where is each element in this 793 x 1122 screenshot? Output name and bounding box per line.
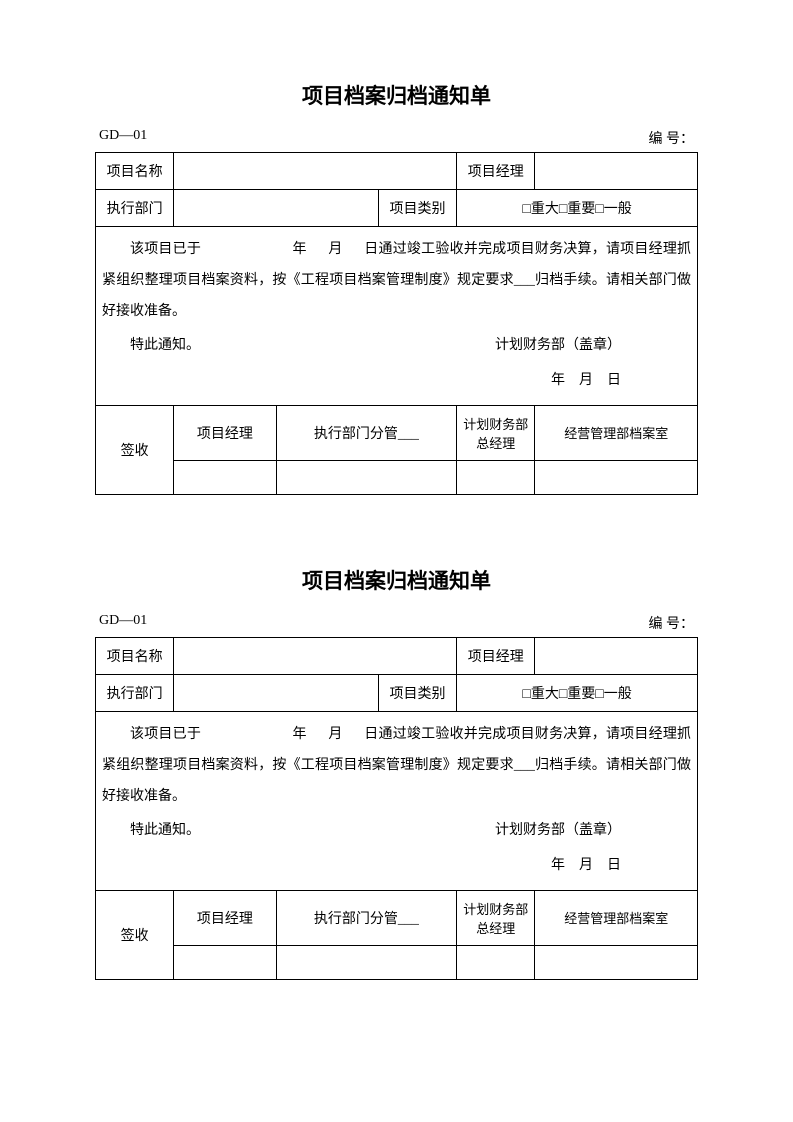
year-label: 年 — [293, 242, 307, 257]
signoff-v1 — [174, 945, 276, 979]
body-paragraph: 该项目已于 年 月 日通过竣工验收并完成项目财务决算，请项目经理抓紧组织整理项目… — [102, 235, 691, 327]
month-blank — [310, 242, 324, 257]
signer: 计划财务部（盖章） — [495, 331, 691, 362]
form-title: 项目档案归档通知单 — [95, 565, 698, 595]
signoff-v3 — [457, 460, 535, 494]
body-cell: 该项目已于 年 月 日通过竣工验收并完成项目财务决算，请项目经理抓紧组织整理项目… — [96, 711, 698, 890]
date-row: 年 月 日 — [102, 851, 691, 882]
serial-label: 编 号： — [649, 613, 695, 633]
signoff-label: 签收 — [96, 405, 174, 494]
archive-form-1: 项目档案归档通知单 GD—01 编 号： 项目名称 项目经理 执行部门 项目类别… — [95, 80, 698, 495]
serial-label: 编 号： — [649, 128, 695, 148]
month-blank — [310, 727, 324, 742]
body-cell: 该项目已于 年 月 日通过竣工验收并完成项目财务决算，请项目经理抓紧组织整理项目… — [96, 227, 698, 406]
category-options: □重大□重要□一般 — [457, 190, 698, 227]
signoff-label: 签收 — [96, 890, 174, 979]
form-title: 项目档案归档通知单 — [95, 80, 698, 110]
signoff-c2: 执行部门分管___ — [276, 405, 457, 460]
row-dept: 执行部门 项目类别 □重大□重要□一般 — [96, 674, 698, 711]
form-table: 项目名称 项目经理 执行部门 项目类别 □重大□重要□一般 该项目已于 年 月 — [95, 152, 698, 495]
signoff-c1: 项目经理 — [174, 405, 276, 460]
row-project: 项目名称 项目经理 — [96, 637, 698, 674]
row-signoff-header: 签收 项目经理 执行部门分管___ 计划财务部总经理 经营管理部档案室 — [96, 405, 698, 460]
month-label: 月 — [328, 242, 342, 257]
notice-text: 特此通知。 — [102, 331, 200, 362]
day-blank — [346, 727, 360, 742]
signoff-v1 — [174, 460, 276, 494]
body-underline: ___ — [514, 758, 535, 773]
project-manager-label: 项目经理 — [457, 153, 535, 190]
signoff-c3: 计划财务部总经理 — [457, 405, 535, 460]
exec-dept-value — [174, 190, 379, 227]
header-row: GD—01 编 号： — [95, 613, 698, 637]
category-label: 项目类别 — [378, 190, 456, 227]
category-options: □重大□重要□一般 — [457, 674, 698, 711]
form-table: 项目名称 项目经理 执行部门 项目类别 □重大□重要□一般 该项目已于 年 月 — [95, 637, 698, 980]
body-pre: 该项目已于 — [130, 727, 201, 742]
body-pre: 该项目已于 — [130, 242, 201, 257]
body-underline: ___ — [514, 273, 535, 288]
row-body: 该项目已于 年 月 日通过竣工验收并完成项目财务决算，请项目经理抓紧组织整理项目… — [96, 227, 698, 406]
month-label: 月 — [328, 727, 342, 742]
project-name-label: 项目名称 — [96, 153, 174, 190]
year-blank — [205, 235, 289, 266]
body-paragraph: 该项目已于 年 月 日通过竣工验收并完成项目财务决算，请项目经理抓紧组织整理项目… — [102, 720, 691, 812]
exec-dept-label: 执行部门 — [96, 190, 174, 227]
signoff-v2 — [276, 460, 457, 494]
form-code: GD—01 — [99, 613, 147, 633]
row-signoff-header: 签收 项目经理 执行部门分管___ 计划财务部总经理 经营管理部档案室 — [96, 890, 698, 945]
signoff-c4: 经营管理部档案室 — [535, 890, 698, 945]
category-label: 项目类别 — [378, 674, 456, 711]
signoff-c4: 经营管理部档案室 — [535, 405, 698, 460]
project-manager-label: 项目经理 — [457, 637, 535, 674]
signoff-c2: 执行部门分管___ — [276, 890, 457, 945]
signoff-v4 — [535, 460, 698, 494]
project-name-label: 项目名称 — [96, 637, 174, 674]
signoff-v2 — [276, 945, 457, 979]
row-project: 项目名称 项目经理 — [96, 153, 698, 190]
signoff-v3 — [457, 945, 535, 979]
project-name-value — [174, 153, 457, 190]
notice-text: 特此通知。 — [102, 816, 200, 847]
date-row: 年 月 日 — [102, 366, 691, 397]
row-body: 该项目已于 年 月 日通过竣工验收并完成项目财务决算，请项目经理抓紧组织整理项目… — [96, 711, 698, 890]
exec-dept-label: 执行部门 — [96, 674, 174, 711]
row-signoff-values — [96, 460, 698, 494]
header-row: GD—01 编 号： — [95, 128, 698, 152]
signoff-c1: 项目经理 — [174, 890, 276, 945]
signoff-c3: 计划财务部总经理 — [457, 890, 535, 945]
row-dept: 执行部门 项目类别 □重大□重要□一般 — [96, 190, 698, 227]
project-manager-value — [535, 153, 698, 190]
project-name-value — [174, 637, 457, 674]
exec-dept-value — [174, 674, 379, 711]
day-blank — [346, 242, 360, 257]
row-signoff-values — [96, 945, 698, 979]
signer: 计划财务部（盖章） — [495, 816, 691, 847]
archive-form-2: 项目档案归档通知单 GD—01 编 号： 项目名称 项目经理 执行部门 项目类别… — [95, 565, 698, 980]
year-label: 年 — [293, 727, 307, 742]
year-blank — [205, 720, 289, 751]
project-manager-value — [535, 637, 698, 674]
signoff-v4 — [535, 945, 698, 979]
form-code: GD—01 — [99, 128, 147, 148]
